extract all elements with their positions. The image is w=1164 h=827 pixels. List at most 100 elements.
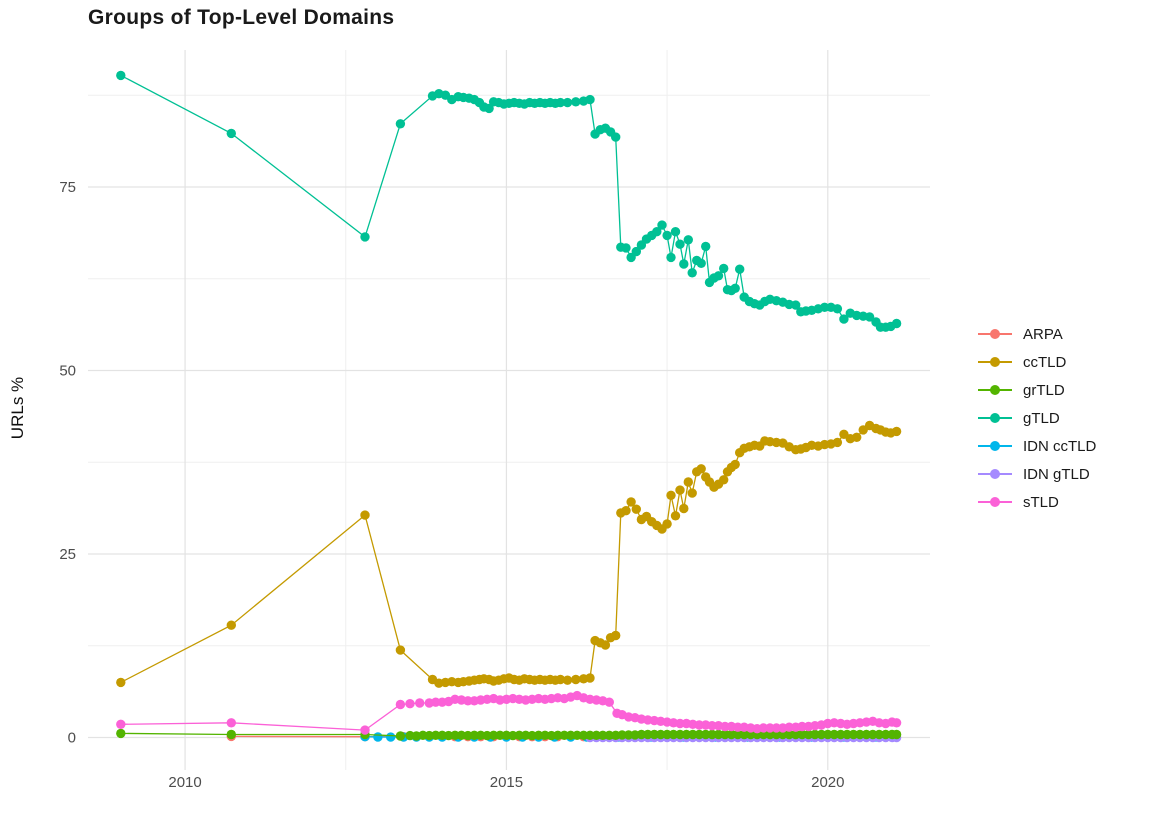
data-point (675, 485, 685, 495)
data-point (688, 729, 698, 740)
y-tick-label: 50 (59, 362, 76, 379)
legend-item-idn-cctld: IDN ccTLD (978, 432, 1096, 460)
legend-key-dot (990, 469, 1000, 479)
data-point (395, 645, 406, 655)
data-point (611, 630, 621, 641)
data-point (415, 698, 425, 708)
x-tick-label: 2020 (811, 774, 844, 791)
data-point (555, 97, 566, 108)
data-point (696, 464, 706, 474)
data-point (631, 504, 641, 514)
data-point (621, 243, 631, 253)
data-point (874, 729, 884, 740)
data-point (735, 264, 745, 274)
legend-item-stld: sTLD (978, 488, 1096, 516)
data-point (395, 699, 406, 710)
data-point (598, 730, 608, 740)
data-point (360, 725, 370, 735)
data-point (675, 239, 685, 249)
data-point (852, 432, 862, 442)
legend-label: ARPA (1023, 325, 1063, 343)
legend-key-icon (978, 440, 1012, 452)
legend-key-icon (978, 468, 1012, 480)
data-point (791, 300, 801, 310)
data-point (891, 426, 902, 437)
data-point (621, 506, 631, 516)
data-point (553, 730, 563, 740)
data-point (562, 675, 573, 685)
data-point (719, 263, 729, 274)
legend-key-dot (990, 441, 1000, 451)
legend-item-grtld: grTLD (978, 376, 1096, 404)
data-point (226, 729, 236, 740)
legend-key-dot (990, 329, 1000, 339)
data-point (600, 640, 611, 650)
legend-key-icon (978, 384, 1012, 396)
data-point (631, 246, 641, 257)
series-line (120, 74, 897, 328)
data-point (713, 271, 724, 281)
data-point (739, 729, 749, 740)
data-point (116, 70, 126, 81)
series-stld (116, 690, 902, 735)
data-point (662, 230, 672, 241)
data-point (666, 252, 676, 263)
data-point (683, 477, 693, 487)
data-point (226, 718, 236, 728)
data-point (829, 729, 839, 740)
data-point (696, 258, 706, 268)
data-point (662, 519, 672, 529)
legend-key-dot (990, 497, 1000, 507)
legend-key-dot (990, 385, 1000, 395)
legend-label: IDN gTLD (1023, 465, 1090, 483)
data-point (679, 259, 689, 269)
data-point (116, 677, 126, 688)
data-point (431, 697, 441, 707)
data-point (758, 723, 769, 733)
data-point (571, 674, 581, 685)
data-point (395, 731, 406, 741)
data-point (839, 314, 849, 324)
data-point (701, 241, 711, 252)
data-point (855, 729, 865, 740)
data-point (652, 227, 662, 237)
legend-label: sTLD (1023, 493, 1059, 511)
x-tick-label: 2015 (490, 774, 523, 791)
legend-key-icon (978, 496, 1012, 508)
data-point (784, 722, 794, 732)
data-point (395, 119, 406, 129)
legend-label: grTLD (1023, 381, 1065, 399)
data-point (891, 729, 902, 740)
legend-label: gTLD (1023, 409, 1060, 427)
data-point (679, 503, 689, 514)
y-tick-label: 0 (68, 729, 76, 746)
series-gtld (116, 70, 902, 332)
data-point (116, 719, 126, 729)
data-point (386, 732, 396, 742)
legend-key-dot (990, 413, 1000, 423)
data-point (571, 97, 581, 107)
data-point (891, 718, 902, 728)
legend-item-idn-gtld: IDN gTLD (978, 460, 1096, 488)
data-point (758, 729, 769, 740)
data-point (657, 220, 667, 230)
data-point (555, 674, 566, 685)
legend-label: IDN ccTLD (1023, 437, 1097, 455)
x-tick-label: 2010 (168, 774, 201, 791)
data-point (683, 235, 693, 245)
data-point (643, 729, 653, 740)
data-point (572, 730, 582, 740)
legend-key-icon (978, 412, 1012, 424)
data-point (832, 304, 843, 314)
data-point (431, 730, 441, 740)
data-point (670, 511, 681, 521)
legend-key-icon (978, 328, 1012, 340)
data-point (373, 732, 383, 742)
series-grtld (116, 728, 902, 741)
data-point (719, 475, 729, 485)
data-point (360, 510, 370, 520)
data-point (832, 437, 843, 448)
legend: ARPA ccTLD grTLD gTLD IDN ccTLD IDN gTLD sTLD (978, 320, 1096, 516)
